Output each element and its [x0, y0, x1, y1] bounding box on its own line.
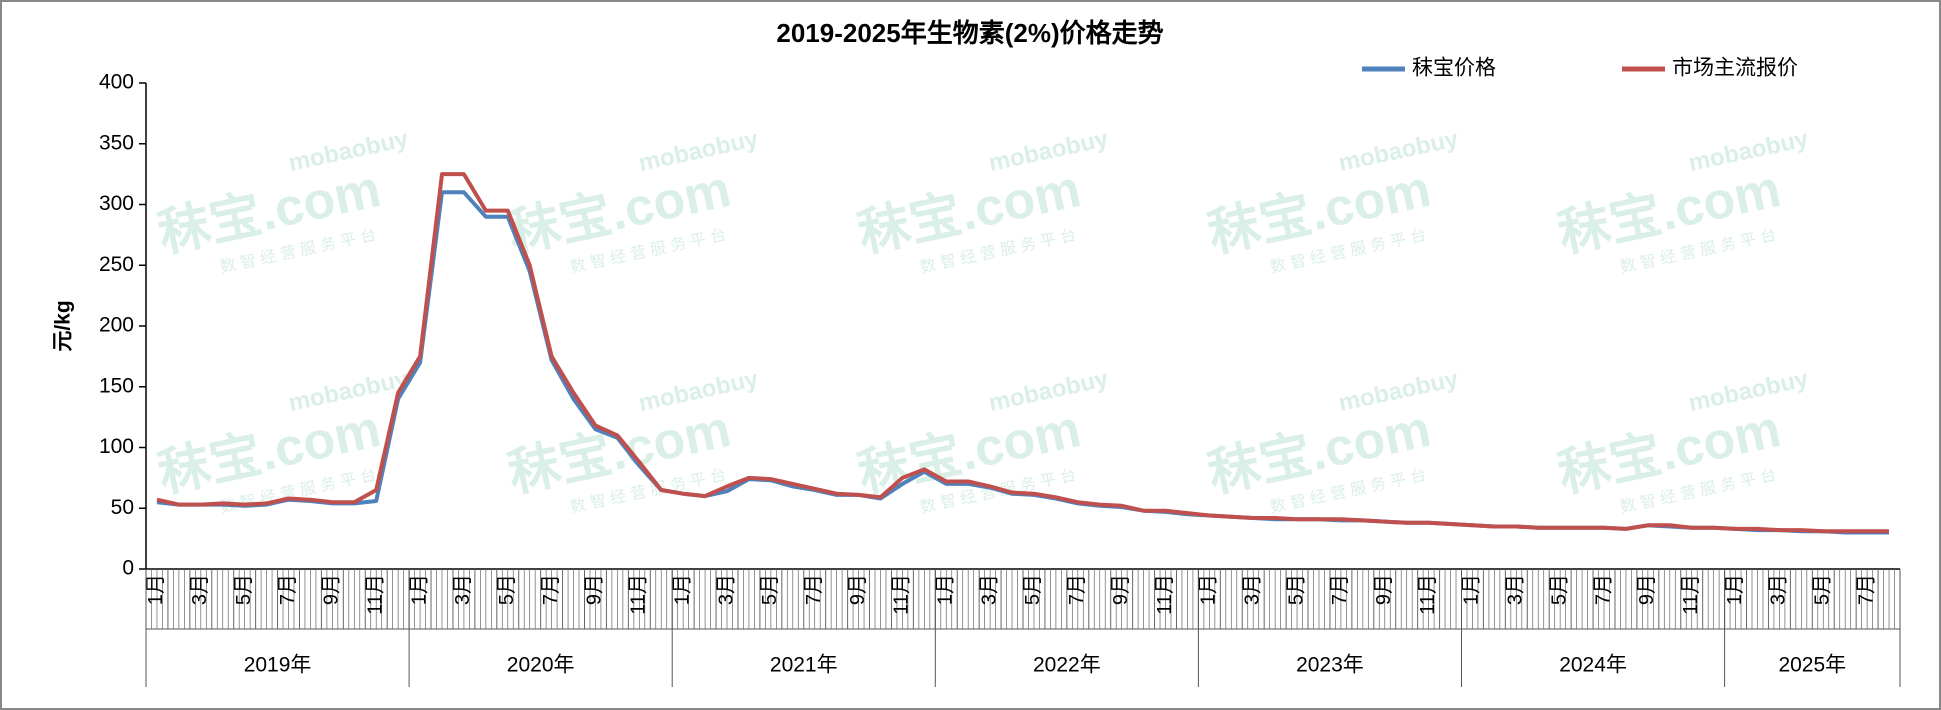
x-tick-label: 1月 [408, 574, 430, 605]
x-tick-label: 7月 [1329, 574, 1351, 605]
year-label: 2019年 [244, 654, 312, 677]
x-tick-label: 7月 [277, 574, 299, 605]
x-tick-label: 1月 [671, 574, 693, 605]
x-tick-label: 7月 [1855, 574, 1877, 605]
x-tick-label: 11月 [1417, 574, 1439, 615]
x-tick-label: 1月 [1461, 574, 1483, 605]
x-tick-label: 9月 [847, 574, 869, 605]
x-tick-label: 5月 [759, 574, 781, 605]
x-tick-label: 9月 [1373, 574, 1395, 605]
legend-label: 市场主流报价 [1672, 57, 1798, 80]
x-tick-label: 11月 [364, 574, 386, 615]
x-tick-label: 11月 [1680, 574, 1702, 615]
x-tick-label: 5月 [496, 574, 518, 605]
y-tick-label: 50 [111, 496, 134, 519]
x-tick-label: 9月 [1636, 574, 1658, 605]
x-tick-label: 7月 [1592, 574, 1614, 605]
legend-label: 秣宝价格 [1412, 57, 1496, 80]
x-tick-label: 9月 [1110, 574, 1132, 605]
y-tick-label: 300 [99, 192, 134, 215]
x-tick-label: 9月 [584, 574, 606, 605]
y-axis-label: 元/kg [52, 300, 75, 351]
x-tick-label: 1月 [1724, 574, 1746, 605]
y-tick-label: 200 [99, 314, 134, 337]
x-tick-label: 3月 [452, 574, 474, 605]
y-tick-label: 100 [99, 435, 134, 458]
x-tick-label: 9月 [321, 574, 343, 605]
x-tick-label: 3月 [189, 574, 211, 605]
y-tick-label: 150 [99, 374, 134, 397]
x-tick-label: 1月 [935, 574, 957, 605]
year-label: 2021年 [770, 654, 838, 677]
year-label: 2023年 [1296, 654, 1364, 677]
y-tick-label: 250 [99, 253, 134, 276]
x-tick-label: 1月 [145, 574, 167, 605]
x-tick-label: 3月 [1768, 574, 1790, 605]
x-tick-label: 11月 [628, 574, 650, 615]
series-line [156, 172, 1889, 534]
x-tick-label: 1月 [1198, 574, 1220, 605]
y-tick-label: 0 [122, 557, 134, 580]
x-tick-label: 7月 [803, 574, 825, 605]
year-label: 2025年 [1778, 654, 1846, 677]
x-tick-label: 5月 [1022, 574, 1044, 605]
y-tick-label: 350 [99, 131, 134, 154]
year-label: 2022年 [1033, 654, 1101, 677]
x-tick-label: 11月 [891, 574, 913, 615]
x-tick-label: 11月 [1154, 574, 1176, 615]
x-tick-label: 3月 [1241, 574, 1263, 605]
x-tick-label: 7月 [1066, 574, 1088, 605]
x-tick-label: 5月 [233, 574, 255, 605]
x-tick-label: 3月 [715, 574, 737, 605]
year-label: 2024年 [1559, 654, 1627, 677]
x-tick-label: 5月 [1285, 574, 1307, 605]
year-label: 2020年 [507, 654, 575, 677]
x-tick-label: 3月 [978, 574, 1000, 605]
y-tick-label: 400 [99, 71, 134, 94]
x-tick-label: 7月 [540, 574, 562, 605]
x-tick-label: 5月 [1548, 574, 1570, 605]
x-tick-label: 5月 [1812, 574, 1834, 605]
chart-title: 2019-2025年生物素(2%)价格走势 [776, 18, 1163, 48]
x-tick-label: 3月 [1505, 574, 1527, 605]
